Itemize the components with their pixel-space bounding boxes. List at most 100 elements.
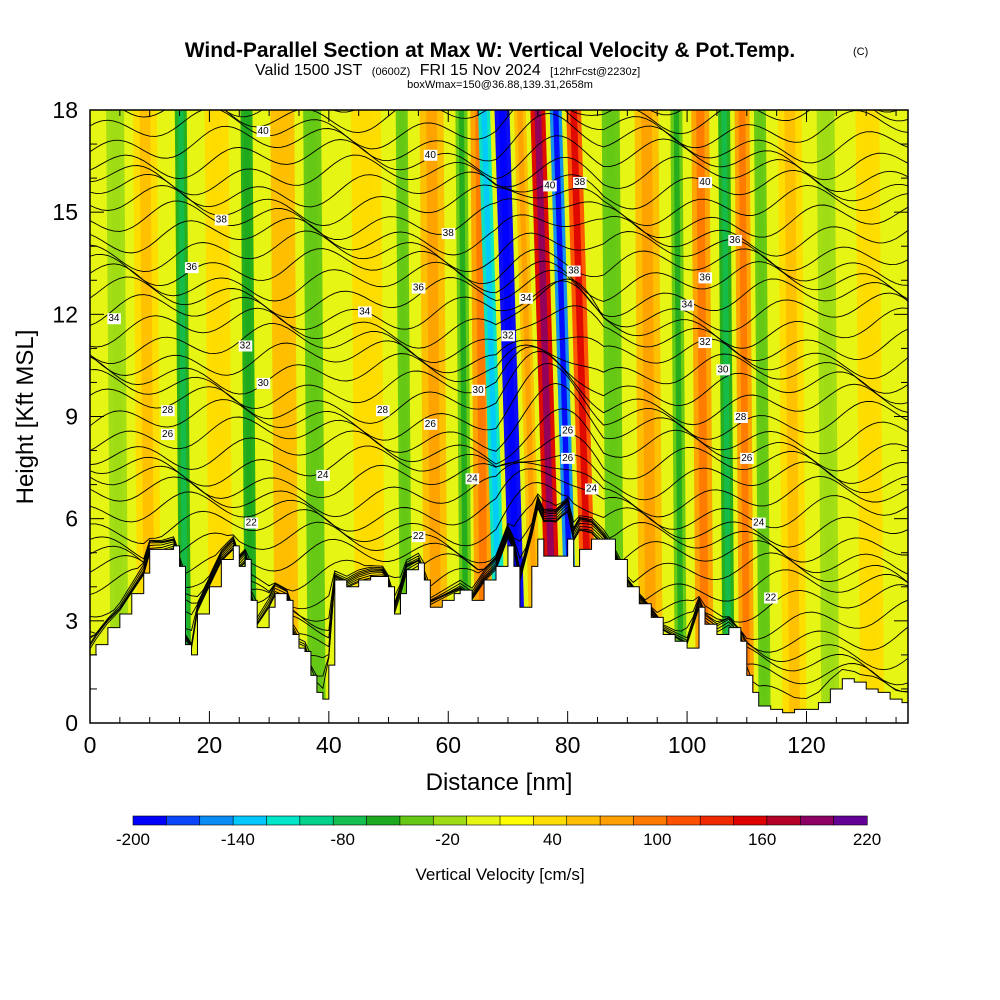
valid-prefix: Valid 1500 JST	[255, 62, 363, 79]
theta-label-box	[238, 340, 253, 352]
colorbar-tick-label: 100	[643, 830, 671, 849]
valid-fcst: [12hrFcst@2230z]	[550, 66, 640, 78]
theta-label-box	[543, 180, 557, 192]
velocity-column-core	[641, 110, 657, 723]
theta-label-text: 34	[520, 293, 532, 304]
theta-label-box	[728, 234, 742, 246]
theta-label: 30	[256, 377, 271, 389]
theta-label: 28	[376, 405, 390, 417]
theta-label-text: 40	[699, 177, 711, 188]
theta-label: 26	[561, 425, 575, 437]
theta-label: 22	[764, 592, 778, 604]
colorbar-tick-label: -20	[435, 830, 460, 849]
theta-label: 34	[519, 292, 533, 304]
y-tick-label: 9	[65, 404, 78, 430]
valid-time-line: Valid 1500 JST (0600Z) FRI 15 Nov 2024 […	[255, 62, 640, 79]
terrain-mask	[90, 538, 908, 723]
colorbar-swatch	[466, 815, 501, 826]
colorbar-swatch	[366, 815, 401, 826]
theta-label: 38	[573, 177, 587, 189]
theta-label-box	[680, 299, 695, 311]
theta-label-box	[423, 418, 438, 430]
theta-label-text: 32	[240, 340, 252, 351]
theta-label-box	[107, 313, 121, 325]
theta-label: 36	[411, 282, 426, 294]
velocity-column-core	[696, 110, 710, 723]
y-tick-label: 6	[65, 506, 78, 532]
colorbar-swatch	[833, 815, 868, 826]
theta-label-box	[256, 377, 271, 389]
theta-label-box	[584, 483, 599, 495]
theta-contour-labels: 40 40 40 38 40 38 38 36 36 38 36 36 34 34 34 34 32 32 32 30…	[107, 125, 778, 604]
valid-utc: (0600Z)	[372, 66, 411, 78]
theta-label-text: 34	[108, 313, 120, 324]
theta-contour	[90, 344, 908, 395]
theta-label: 36	[698, 272, 712, 284]
theta-label-text: 22	[246, 518, 258, 529]
theta-label-text: 38	[574, 177, 586, 188]
colorbar-swatch	[733, 815, 768, 826]
colorbar-swatch	[666, 815, 701, 826]
theta-label: 40	[423, 149, 438, 161]
colorbar-swatch	[166, 815, 201, 826]
x-tick-label: 20	[197, 732, 223, 758]
colorbar-swatch	[566, 815, 601, 826]
theta-label-box	[764, 592, 778, 604]
colorbar-swatch	[633, 815, 668, 826]
x-tick-label: 100	[668, 732, 706, 758]
theta-label: 28	[734, 412, 748, 423]
velocity-column-core	[111, 110, 124, 723]
velocity-column-core	[308, 110, 321, 723]
theta-label-box	[161, 405, 175, 417]
colorbar-swatch	[766, 815, 801, 826]
theta-label-text: 24	[753, 518, 765, 529]
velocity-column-core	[757, 110, 768, 723]
colorbar	[132, 815, 868, 826]
theta-label-text: 26	[162, 429, 174, 440]
theta-label-box	[501, 330, 515, 342]
colorbar-swatch	[533, 815, 568, 826]
theta-label-text: 36	[699, 272, 711, 283]
colorbar-swatch	[232, 815, 268, 826]
theta-label-box	[740, 452, 754, 464]
theta-label-box	[411, 531, 426, 543]
colorbar-tick-label: -200	[116, 830, 150, 849]
theta-contour	[90, 408, 908, 472]
valid-date: FRI 15 Nov 2024	[420, 62, 541, 79]
velocity-field	[90, 110, 908, 723]
terrain	[90, 538, 908, 723]
theta-contour	[90, 493, 908, 564]
theta-contour	[90, 336, 908, 380]
theta-label-text: 40	[425, 150, 437, 161]
y-tick-label: 0	[65, 710, 78, 736]
theta-label-box	[698, 337, 712, 349]
theta-label-box	[716, 364, 730, 376]
theta-label-text: 30	[258, 378, 270, 389]
box-info: boxWmax=150@36.88,139.31,2658m	[407, 79, 593, 91]
colorbar-tick-label: 160	[748, 830, 776, 849]
theta-contour	[90, 280, 908, 332]
theta-label-text: 36	[413, 283, 425, 294]
x-tick-label: 80	[555, 732, 581, 758]
colorbar-tick-label: 40	[543, 830, 562, 849]
velocity-column-core	[458, 110, 469, 723]
theta-label-box	[358, 306, 372, 318]
theta-label-box	[465, 473, 480, 485]
theta-label-box	[423, 149, 438, 161]
theta-label-box	[316, 469, 330, 481]
colorbar-swatch	[199, 815, 234, 826]
theta-label-box	[567, 265, 581, 277]
y-axis-label: Height [Kft MSL]	[12, 330, 39, 505]
theta-contour	[90, 382, 908, 455]
velocity-column-core	[673, 110, 684, 723]
theta-label-text: 40	[258, 126, 270, 137]
theta-label-text: 36	[729, 235, 741, 246]
theta-label-box	[161, 429, 175, 441]
theta-label-text: 40	[544, 180, 556, 191]
theta-label-box	[698, 272, 712, 284]
colorbar-swatch	[799, 815, 835, 826]
theta-label: 40	[543, 180, 557, 192]
theta-contour	[90, 112, 908, 164]
theta-label: 22	[411, 531, 426, 543]
